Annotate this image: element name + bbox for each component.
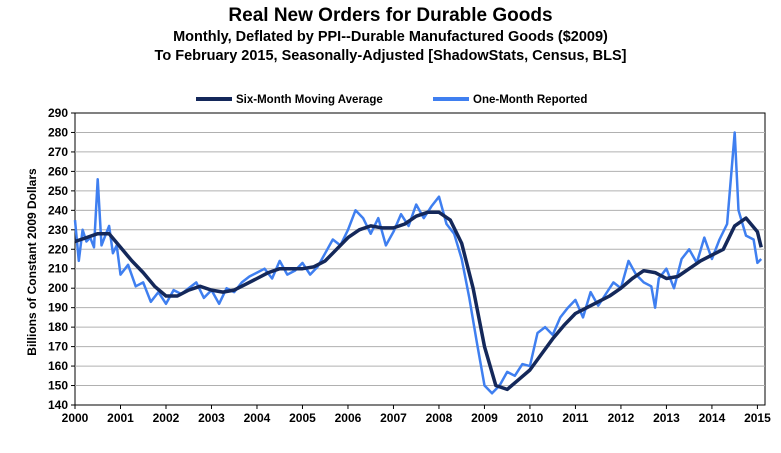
x-tick-label: 2010	[517, 411, 544, 425]
y-tick-label: 230	[48, 223, 68, 237]
x-tick-label: 2007	[380, 411, 407, 425]
x-tick-label: 2012	[608, 411, 635, 425]
x-tick-label: 2011	[562, 411, 588, 425]
chart-subtitle-2: To February 2015, Seasonally-Adjusted [S…	[154, 48, 627, 64]
x-tick-label: 2015	[744, 411, 771, 425]
y-tick-label: 270	[48, 145, 68, 159]
legend-label-one-month: One-Month Reported	[473, 94, 587, 106]
y-axis-label: Billions of Constant 2009 Dollars	[25, 168, 39, 356]
x-tick-label: 2002	[153, 411, 180, 425]
y-tick-label: 170	[48, 340, 68, 354]
x-tick-label: 2001	[107, 411, 134, 425]
series-line-one-month-reported	[73, 131, 763, 395]
chart-subtitle-1: Monthly, Deflated by PPI--Durable Manufa…	[173, 29, 608, 45]
x-tick-label: 2008	[426, 411, 453, 425]
y-tick-label: 200	[48, 281, 68, 295]
x-tick-label: 2003	[198, 411, 225, 425]
x-tick-label: 2013	[653, 411, 680, 425]
y-axis: 140 150 160 170 180 190 200 210 220 230 240 250 260 2…	[48, 106, 75, 412]
y-tick-label: 150	[48, 379, 68, 393]
y-tick-label: 190	[48, 301, 68, 315]
y-tick-label: 250	[48, 184, 68, 198]
y-tick-label: 140	[48, 398, 68, 412]
chart-legend: Six-Month Moving Average One-Month Repor…	[196, 94, 587, 106]
gridlines	[75, 131, 765, 387]
legend-label-six-month: Six-Month Moving Average	[236, 94, 383, 106]
chart-title: Real New Orders for Durable Goods	[228, 5, 553, 26]
y-tick-label: 290	[48, 106, 68, 120]
y-tick-label: 180	[48, 320, 68, 334]
y-tick-label: 220	[48, 242, 68, 256]
plot-area-frame	[74, 112, 766, 406]
series-lines	[73, 131, 763, 395]
x-tick-label: 2006	[335, 411, 362, 425]
x-tick-label: 2004	[244, 411, 271, 425]
y-tick-label: 240	[48, 203, 68, 217]
y-tick-label: 260	[48, 164, 68, 178]
y-tick-label: 210	[48, 262, 68, 276]
x-tick-label: 2009	[471, 411, 498, 425]
x-tick-label: 2014	[699, 411, 726, 425]
x-axis: 2000 2001 2002 2003 2004 2005 2006 2007 2008 2009…	[62, 405, 771, 425]
x-tick-label: 2000	[62, 411, 89, 425]
x-tick-label: 2005	[289, 411, 316, 425]
chart-titles: Real New Orders for Durable Goods Monthl…	[0, 4, 781, 66]
y-tick-label: 160	[48, 359, 68, 373]
series-line-six-month-average	[74, 210, 763, 392]
y-tick-label: 280	[48, 125, 68, 139]
